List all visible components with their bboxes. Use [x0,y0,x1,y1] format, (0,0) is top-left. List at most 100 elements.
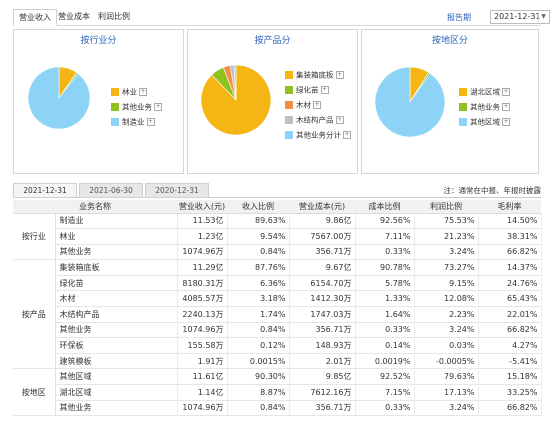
pie-slice [27,66,91,130]
plus-icon[interactable]: + [320,86,329,94]
table-row: 其他业务 1074.96万 0.84% 356.71万 0.33% 3.24% 66.82% [13,400,542,417]
period-tab-2021-12-31[interactable]: 2021-12-31 [13,183,77,198]
table-row: 按行业 制造业 11.53亿 89.63% 9.86亿 92.56% 75.53% 14.50… [13,213,542,261]
legend-item[interactable]: 木材 + [285,100,321,110]
legend-item[interactable]: 其他区域 + [459,117,510,127]
panel-title-product: 按产品分 [254,36,291,46]
profit-ratio-cell: 79.63% [414,368,479,386]
chevron-down-icon[interactable]: ▼ [538,12,548,22]
header-gross-margin: 毛利率 [478,200,541,214]
revenue-ratio-cell: 1.74% [227,306,290,323]
plus-icon[interactable]: + [139,88,147,96]
revenue-ratio-cell: 8.87% [227,384,290,401]
profit-ratio-cell: 2.23% [414,306,479,323]
top-tab-bar: 营业收入 营业成本 利润比例 报告期 2021-12-31 ▼ [13,9,550,26]
legend-label: 绿化苗 [296,85,319,95]
gross-margin-cell: 66.82% [478,322,542,339]
plus-icon[interactable]: + [335,116,344,124]
legend-item[interactable]: 林业 + [111,87,147,97]
legend-swatch [285,131,293,139]
cost-ratio-cell: 7.15% [355,384,415,401]
report-date-select[interactable]: 2021-12-31 ▼ [490,10,550,24]
revenue-cell: 8180.31万 [177,275,228,292]
legend-item[interactable]: 其他业务 + [111,102,162,112]
legend-label: 其他业务分计 [296,130,341,140]
revenue-cell: 11.61亿 [177,368,228,386]
legend-item[interactable]: 制造业 + [111,117,155,127]
legend-swatch [459,118,467,126]
business-name-cell: 集装箱底板 [55,259,178,276]
revenue-ratio-cell: 6.36% [227,275,290,292]
plus-icon[interactable]: + [502,118,510,126]
plus-icon[interactable]: + [146,118,155,126]
revenue-ratio-cell: 0.84% [227,400,290,417]
cost-cell: 2.01万 [289,353,356,370]
legend-swatch [285,86,293,94]
revenue-cell: 2240.13万 [177,306,228,323]
legend-label: 集装箱底板 [296,70,334,80]
revenue-ratio-cell: 0.12% [227,337,290,354]
legend-label: 制造业 [122,117,145,127]
cost-cell: 7567.00万 [289,228,356,245]
pie-region [374,66,446,138]
cost-cell: 356.71万 [289,244,356,261]
cost-ratio-cell: 0.33% [355,244,415,261]
profit-ratio-cell: 73.27% [414,259,479,276]
tab-profit-ratio[interactable]: 利润比例 [98,12,130,21]
legend-item[interactable]: 其他业务分计 + [285,130,351,140]
cost-ratio-cell: 0.14% [355,337,415,354]
legend-item[interactable]: 绿化苗 + [285,85,329,95]
legend-label: 湖北区域 [470,87,500,97]
gross-margin-cell: 38.31% [478,228,542,245]
gross-margin-cell: 22.01% [478,306,542,323]
legend-item[interactable]: 湖北区域 + [459,87,510,97]
table-row: 林业 1.23亿 9.54% 7567.00万 7.11% 21.23% 38.31% [13,228,542,245]
period-tab-2021-06-30[interactable]: 2021-06-30 [79,183,143,198]
plus-icon[interactable]: + [502,88,510,96]
profit-ratio-cell: 21.23% [414,228,479,245]
pie-industry [27,66,91,130]
pie-product [200,64,272,136]
gross-margin-cell: 24.76% [478,275,542,292]
pie-slice [233,64,237,101]
header-cost: 营业成本(元) [289,200,355,214]
table-row: 按产品 集装箱底板 11.29亿 87.76% 9.67亿 90.78% 73.27% 14.… [13,259,542,370]
revenue-ratio-cell: 0.0015% [227,353,290,370]
pie-slice [374,66,446,138]
profit-ratio-cell: 3.24% [414,400,479,417]
gross-margin-cell: 66.82% [478,400,542,417]
legend-label: 木结构产品 [296,115,334,125]
plus-icon[interactable]: + [154,103,162,111]
tab-cost[interactable]: 营业成本 [58,12,90,21]
header-cost-ratio: 成本比例 [355,200,414,214]
plus-icon[interactable]: + [502,103,510,111]
plus-icon[interactable]: + [343,131,351,139]
table-body: 按行业 制造业 11.53亿 89.63% 9.86亿 92.56% 75.53% 14.50… [13,213,542,417]
cost-ratio-cell: 0.0019% [355,353,415,370]
cost-ratio-cell: 92.52% [355,368,415,386]
legend-item[interactable]: 集装箱底板 + [285,70,344,80]
composition-table: 业务名称 营业收入(元) 收入比例 营业成本(元) 成本比例 利润比例 毛利率 … [13,200,542,417]
cost-cell: 1747.03万 [289,306,356,323]
cost-ratio-cell: 7.11% [355,228,415,245]
legend-swatch [459,103,467,111]
revenue-cell: 1.91万 [177,353,228,370]
cost-cell: 9.85亿 [289,368,356,386]
plus-icon[interactable]: + [313,101,321,109]
table-row: 木材 4085.57万 3.18% 1412.30万 1.33% 12.08% 65.43% [13,290,542,308]
table-row: 其他业务 1074.96万 0.84% 356.71万 0.33% 3.24% 66.82% [13,244,542,261]
profit-ratio-cell: 12.08% [414,290,479,308]
panel-title-region: 按地区分 [431,36,468,46]
legend-label: 其他业务 [470,102,500,112]
period-tab-2020-12-31[interactable]: 2020-12-31 [145,183,209,198]
cost-cell: 9.67亿 [289,259,356,276]
revenue-cell: 1.23亿 [177,228,228,245]
cost-ratio-cell: 0.33% [355,322,415,339]
gross-margin-cell: 33.25% [478,384,542,401]
legend-item[interactable]: 木结构产品 + [285,115,344,125]
table-row: 湖北区域 1.14亿 8.87% 7612.16万 7.15% 17.13% 33.25% [13,384,542,401]
legend-item[interactable]: 其他业务 + [459,102,510,112]
tab-revenue[interactable]: 营业收入 [13,9,57,26]
plus-icon[interactable]: + [335,71,344,79]
profit-ratio-cell: -0.0005% [414,353,479,370]
